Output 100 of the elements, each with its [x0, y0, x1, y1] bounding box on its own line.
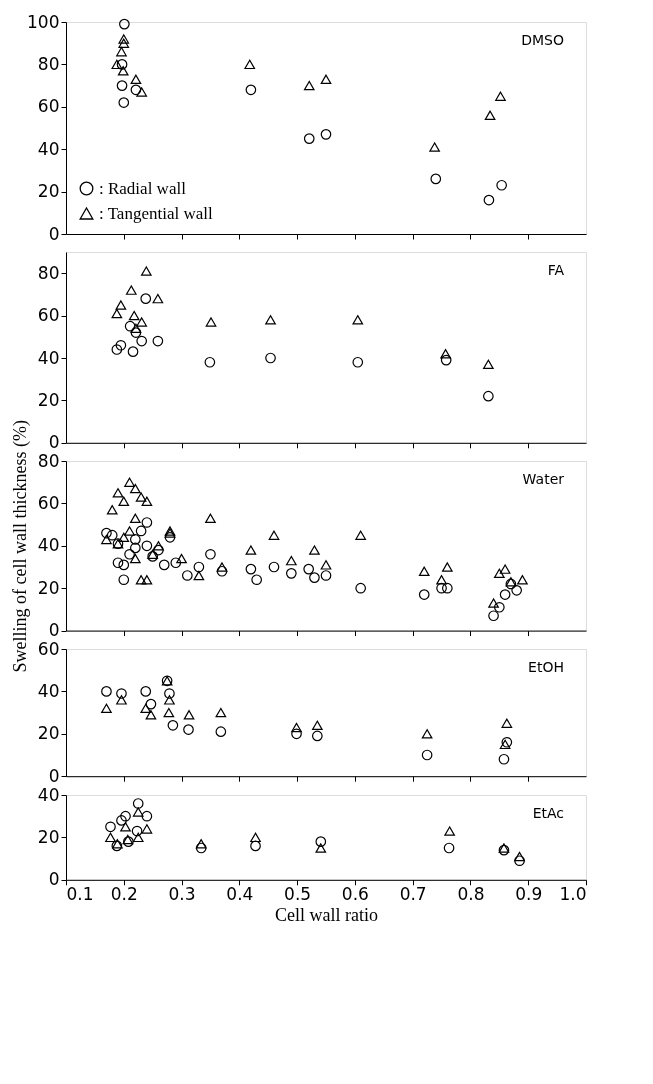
point: [315, 836, 327, 847]
point: [116, 59, 128, 70]
point: [488, 610, 499, 622]
point: [115, 339, 127, 351]
y-tick-label: 80: [37, 450, 60, 471]
point: [129, 513, 141, 523]
point: [320, 74, 332, 84]
point: [116, 46, 127, 57]
x-axis-title: Cell wall ratio: [275, 905, 378, 926]
point: [141, 496, 153, 506]
point: [129, 542, 141, 554]
point: [111, 59, 123, 70]
y-tick-label: 0: [48, 223, 60, 244]
point: [496, 179, 507, 191]
point: [251, 574, 263, 586]
point: [421, 729, 433, 739]
point: [105, 832, 116, 843]
y-tick-label: 0: [48, 765, 60, 786]
point: [215, 707, 227, 718]
point: [136, 317, 148, 327]
point: [183, 724, 194, 735]
point: [116, 815, 127, 826]
point: [320, 570, 332, 581]
point: [195, 839, 207, 849]
x-tick-label: 0.7: [399, 884, 427, 905]
point: [250, 832, 261, 843]
point: [112, 557, 124, 569]
point: [140, 686, 152, 697]
point: [164, 688, 175, 699]
y-tick-label: 20: [37, 181, 60, 202]
y-tick-label: 60: [37, 305, 60, 326]
point: [303, 133, 315, 144]
point: [303, 563, 315, 575]
point: [352, 356, 364, 368]
x-tick-label: 0.9: [515, 884, 543, 905]
point: [303, 80, 315, 91]
point: [291, 722, 302, 733]
point: [170, 557, 182, 569]
point: [136, 335, 148, 347]
point: [483, 194, 495, 206]
point: [145, 698, 157, 710]
point: [120, 810, 131, 822]
point: [112, 488, 124, 498]
point: [285, 568, 297, 579]
y-tick-label: 20: [37, 577, 60, 598]
point: [101, 703, 112, 714]
point: [115, 300, 127, 310]
point: [118, 34, 130, 44]
legend-label: : Radial wall: [99, 178, 187, 198]
point: [130, 84, 142, 96]
x-tick-label: 0.5: [284, 884, 312, 905]
point: [116, 695, 127, 705]
point: [111, 308, 123, 319]
point: [441, 562, 453, 572]
point: [205, 513, 216, 523]
point: [101, 527, 112, 539]
point: [429, 142, 440, 152]
point: [245, 563, 257, 575]
point: [141, 540, 153, 552]
annotation: FA: [547, 262, 565, 278]
x-tick-label: 0.1: [66, 884, 94, 905]
point: [152, 335, 164, 347]
point: [499, 589, 511, 600]
point: [440, 354, 452, 366]
point: [483, 390, 494, 402]
point: [309, 545, 320, 555]
point: [124, 526, 135, 536]
annotation: DMSO: [521, 32, 564, 48]
y-tick-label: 20: [37, 723, 60, 744]
point: [176, 553, 187, 564]
point: [125, 285, 137, 295]
point: [135, 525, 147, 537]
y-tick-label: 60: [37, 96, 60, 117]
y-tick-label: 100: [27, 11, 60, 32]
point: [265, 315, 276, 325]
point: [153, 544, 164, 556]
point: [129, 534, 141, 545]
y-tick-label: 20: [37, 389, 60, 410]
point: [205, 317, 217, 327]
point: [195, 842, 207, 854]
point: [118, 38, 130, 48]
point: [205, 548, 216, 560]
point: [158, 559, 170, 571]
point: [311, 730, 323, 742]
point: [250, 840, 261, 852]
point: [106, 529, 118, 541]
point: [285, 555, 297, 566]
point: [164, 531, 176, 543]
y-tick-label: 40: [37, 784, 60, 805]
x-tick-label: 0.8: [457, 884, 485, 905]
point: [309, 572, 320, 583]
point: [167, 719, 179, 731]
point: [119, 18, 130, 30]
point: [444, 826, 455, 836]
point: [124, 320, 136, 332]
point: [116, 688, 127, 699]
point: [517, 575, 528, 585]
point: [436, 575, 447, 585]
y-tick-label: 40: [37, 138, 60, 159]
point: [514, 855, 525, 867]
